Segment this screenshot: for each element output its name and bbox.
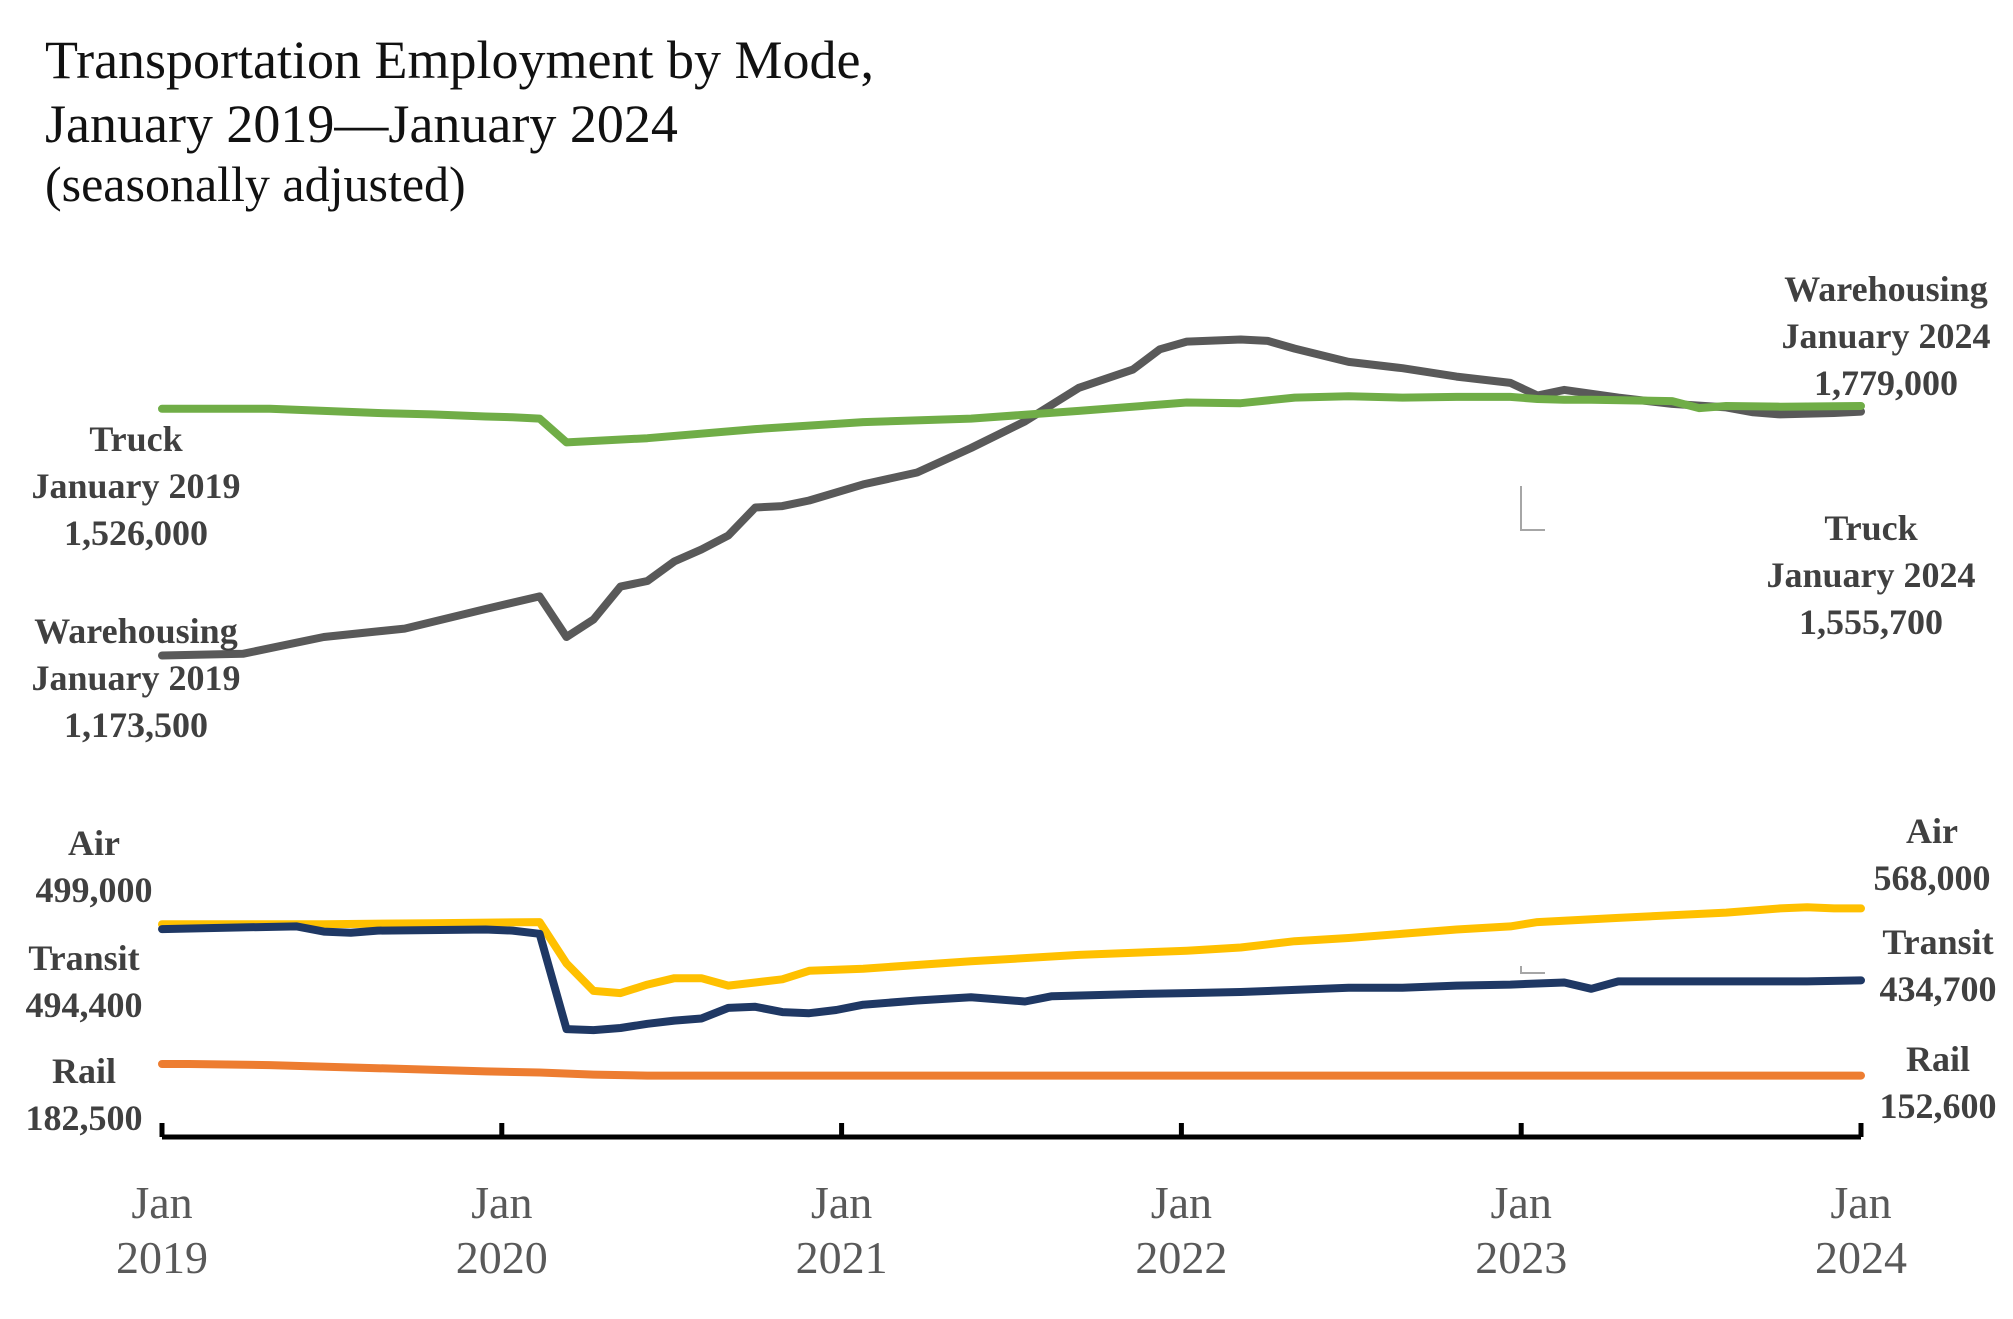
chart-title: Transportation Employment by Mode, bbox=[45, 30, 874, 90]
transit-start-label-line-2: 494,400 bbox=[26, 985, 143, 1025]
series-lines bbox=[158, 335, 1865, 1080]
warehousing-end-label-line-1: Warehousing bbox=[1784, 269, 1987, 309]
x-axis: Jan2019Jan2020Jan2021Jan2022Jan2023Jan20… bbox=[116, 1123, 1907, 1283]
truck-start-label-line-2: January 2019 bbox=[31, 466, 240, 506]
truck-end-label-line-1: Truck bbox=[1824, 508, 1917, 548]
x-tick-label-year: 2022 bbox=[1135, 1232, 1227, 1283]
x-tick-label-month: Jan bbox=[811, 1177, 872, 1228]
series-line-transit bbox=[158, 922, 1865, 1035]
x-tick-label-year: 2023 bbox=[1475, 1232, 1567, 1283]
x-tick-label-month: Jan bbox=[471, 1177, 532, 1228]
truck-end-label-line-3: 1,555,700 bbox=[1799, 602, 1943, 642]
truck-leader-line bbox=[1520, 486, 1545, 531]
warehousing-start-label-line-1: Warehousing bbox=[34, 611, 237, 651]
air-end-label-line-1: Air bbox=[1906, 811, 1958, 851]
warehousing-start-label-line-3: 1,173,500 bbox=[64, 705, 208, 745]
x-tick-label-month: Jan bbox=[1830, 1177, 1891, 1228]
truck-start-label-line-3: 1,526,000 bbox=[64, 513, 208, 553]
warehousing-end-label-line-2: January 2024 bbox=[1781, 316, 1990, 356]
rail-start-label-line-1: Rail bbox=[52, 1051, 116, 1091]
x-tick-label-year: 2024 bbox=[1815, 1232, 1907, 1283]
x-tick-label-year: 2021 bbox=[796, 1232, 888, 1283]
series-line-air bbox=[158, 903, 1865, 998]
warehousing-end-label-line-3: 1,779,000 bbox=[1814, 363, 1958, 403]
x-tick-label-year: 2020 bbox=[456, 1232, 548, 1283]
x-tick-label-month: Jan bbox=[1491, 1177, 1552, 1228]
warehousing-start-label-line-2: January 2019 bbox=[31, 658, 240, 698]
series-line-rail bbox=[158, 1060, 1865, 1080]
transit-leader-line bbox=[1520, 966, 1545, 974]
transit-end-label-line-2: 434,700 bbox=[1880, 969, 1997, 1009]
chart-subtitle: (seasonally adjusted) bbox=[45, 156, 466, 212]
truck-end-label-line-2: January 2024 bbox=[1766, 555, 1975, 595]
rail-end-label-line-1: Rail bbox=[1906, 1039, 1970, 1079]
series-line-truck bbox=[158, 392, 1865, 447]
rail-start-label-line-2: 182,500 bbox=[26, 1098, 143, 1138]
chart-title-line2: January 2019—January 2024 bbox=[45, 94, 678, 154]
series-line-warehousing bbox=[158, 335, 1865, 660]
air-start-label-line-1: Air bbox=[68, 823, 120, 863]
series-labels: Truck January 2019 1,526,000 Warehousing Jan… bbox=[26, 269, 1997, 1138]
x-tick-label-year: 2019 bbox=[116, 1232, 208, 1283]
transit-start-label-line-1: Transit bbox=[28, 938, 139, 978]
air-start-label-line-2: 499,000 bbox=[36, 870, 153, 910]
title-block: Transportation Employment by Mode, Janua… bbox=[45, 28, 874, 212]
x-tick-label-month: Jan bbox=[131, 1177, 192, 1228]
x-tick-label-month: Jan bbox=[1151, 1177, 1212, 1228]
truck-start-label-line-1: Truck bbox=[89, 419, 182, 459]
air-end-label-line-2: 568,000 bbox=[1874, 858, 1991, 898]
rail-end-label-line-2: 152,600 bbox=[1880, 1086, 1997, 1126]
transit-end-label-line-1: Transit bbox=[1882, 922, 1993, 962]
